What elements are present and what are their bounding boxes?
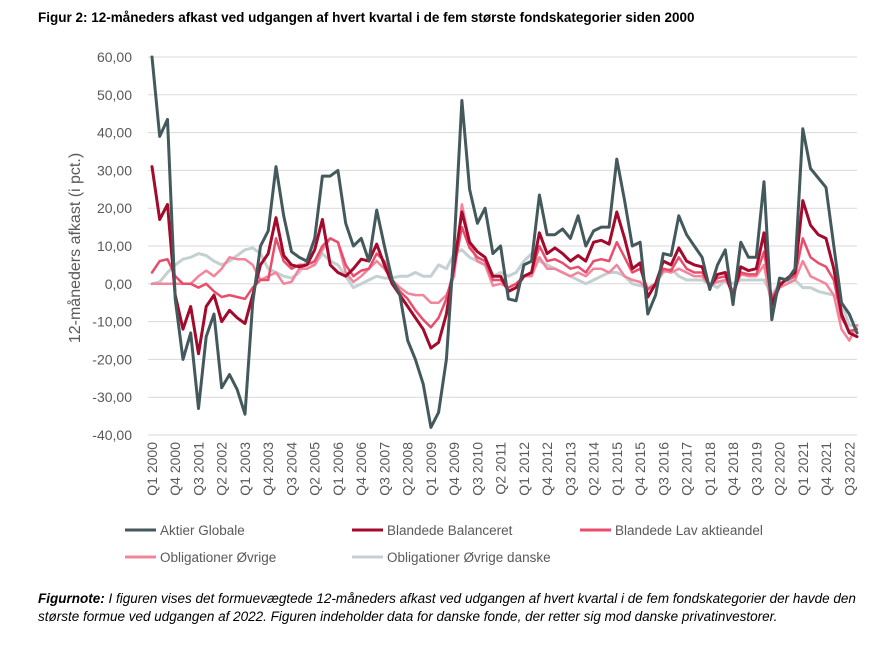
figure-title: Figur 2: 12-måneders afkast ved udgangen… bbox=[38, 10, 695, 25]
figure-note-text: I figuren vises det formuevægtede 12-mån… bbox=[38, 591, 856, 624]
x-tick-label: Q1 2021 bbox=[795, 442, 811, 496]
x-tick-label: Q4 2000 bbox=[167, 442, 183, 496]
x-tick-label: Q1 2012 bbox=[516, 442, 532, 496]
legend-label-2: Blandede Lav aktieandel bbox=[615, 523, 763, 538]
x-tick-label: Q4 2015 bbox=[632, 442, 648, 496]
y-tick-label: 40,00 bbox=[97, 125, 132, 141]
legend: Aktier Globale Blandede Balanceret Blanded… bbox=[125, 523, 763, 565]
y-tick-label: -10,00 bbox=[92, 314, 132, 330]
x-tick-label: Q3 2013 bbox=[562, 442, 578, 496]
x-tick-label: Q4 2012 bbox=[539, 442, 555, 496]
y-tick-label: -30,00 bbox=[92, 389, 132, 405]
x-tick-label: Q1 2006 bbox=[330, 442, 346, 496]
y-axis-ticks: -40,00 -30,00 -20,00 -10,00 0,00 10,00 20,00 30… bbox=[92, 49, 132, 443]
x-tick-label: Q1 2003 bbox=[237, 442, 253, 496]
x-tick-label: Q2 2008 bbox=[400, 442, 416, 496]
series-line-0 bbox=[150, 55, 859, 429]
y-tick-label: 20,00 bbox=[97, 200, 132, 216]
data-series bbox=[150, 55, 859, 429]
x-tick-label: Q2 2002 bbox=[214, 442, 230, 496]
x-tick-label: Q3 2010 bbox=[469, 442, 485, 496]
legend-label-0: Aktier Globale bbox=[160, 523, 245, 538]
x-tick-label: Q3 2019 bbox=[748, 442, 764, 496]
x-tick-label: Q3 2007 bbox=[376, 442, 392, 496]
x-tick-label: Q1 2018 bbox=[702, 442, 718, 496]
x-tick-label: Q4 2021 bbox=[818, 442, 834, 496]
y-axis-label: 12-måneders afkast (i pct.) bbox=[66, 153, 84, 343]
x-tick-label: Q3 2004 bbox=[283, 442, 299, 496]
x-tick-label: Q3 2016 bbox=[655, 442, 671, 496]
figure-note-label: Figurnote: bbox=[38, 591, 105, 606]
x-tick-label: Q2 2017 bbox=[679, 442, 695, 496]
figure-note: Figurnote: I figuren vises det formuevæg… bbox=[38, 590, 858, 626]
line-chart: -40,00 -30,00 -20,00 -10,00 0,00 10,00 20,00 30… bbox=[66, 49, 859, 565]
y-tick-label: -40,00 bbox=[92, 427, 132, 443]
x-tick-label: Q2 2014 bbox=[586, 442, 602, 496]
x-axis-ticks: Q1 2000 Q4 2000 Q3 2001 Q2 2002 Q1 2003 Q4 20… bbox=[144, 442, 857, 496]
y-tick-label: 60,00 bbox=[97, 49, 132, 65]
y-tick-label: 10,00 bbox=[97, 238, 132, 254]
x-tick-label: Q3 2022 bbox=[841, 442, 857, 496]
legend-label-1: Blandede Balanceret bbox=[387, 523, 513, 538]
x-tick-label: Q2 2005 bbox=[307, 442, 323, 496]
x-tick-label: Q4 2003 bbox=[260, 442, 276, 496]
y-tick-label: 50,00 bbox=[97, 87, 132, 103]
x-tick-label: Q1 2009 bbox=[423, 442, 439, 496]
y-tick-label: 30,00 bbox=[97, 162, 132, 178]
x-tick-label: Q2 2020 bbox=[772, 442, 788, 496]
legend-label-4: Obligationer Øvrige danske bbox=[387, 550, 551, 565]
y-tick-label: -20,00 bbox=[92, 351, 132, 367]
grid-lines bbox=[148, 56, 857, 436]
x-tick-label: Q1 2000 bbox=[144, 442, 160, 496]
x-tick-label: Q1 2015 bbox=[609, 442, 625, 496]
x-tick-label: Q3 2001 bbox=[190, 442, 206, 496]
y-tick-label: 0,00 bbox=[105, 276, 132, 292]
x-tick-label: Q4 2006 bbox=[353, 442, 369, 496]
x-tick-label: Q4 2009 bbox=[446, 442, 462, 496]
legend-label-3: Obligationer Øvrige bbox=[160, 550, 276, 565]
x-tick-label: Q4 2018 bbox=[725, 442, 741, 496]
series-line-1 bbox=[150, 165, 859, 356]
x-tick-label: Q2 2011 bbox=[493, 442, 509, 495]
